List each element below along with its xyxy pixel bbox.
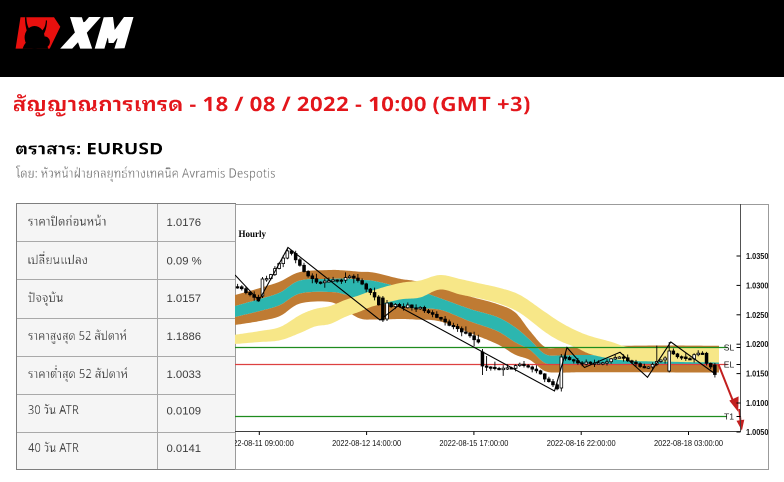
svg-text:SL: SL bbox=[724, 343, 735, 353]
svg-text:T1: T1 bbox=[724, 412, 734, 422]
svg-text:2022-08-12 14:00:00: 2022-08-12 14:00:00 bbox=[332, 439, 402, 448]
svg-text:1.0350: 1.0350 bbox=[746, 251, 769, 261]
svg-text:Hourly: Hourly bbox=[239, 229, 267, 239]
svg-text:1.0100: 1.0100 bbox=[746, 398, 769, 408]
svg-text:1.0200: 1.0200 bbox=[746, 339, 769, 349]
svg-text:2022-08-16 22:00:00: 2022-08-16 22:00:00 bbox=[547, 439, 617, 448]
svg-text:EL: EL bbox=[724, 360, 735, 370]
svg-text:2022-08-18 03:00:00: 2022-08-18 03:00:00 bbox=[654, 439, 724, 448]
svg-text:1.0150: 1.0150 bbox=[746, 369, 769, 379]
svg-text:1.0250: 1.0250 bbox=[746, 310, 769, 320]
svg-text:1.0300: 1.0300 bbox=[746, 280, 769, 290]
svg-text:1.0050: 1.0050 bbox=[746, 427, 769, 437]
svg-text:2022-08-11 09:00:00: 2022-08-11 09:00:00 bbox=[235, 439, 294, 448]
svg-text:2022-08-15 17:00:00: 2022-08-15 17:00:00 bbox=[439, 439, 509, 448]
